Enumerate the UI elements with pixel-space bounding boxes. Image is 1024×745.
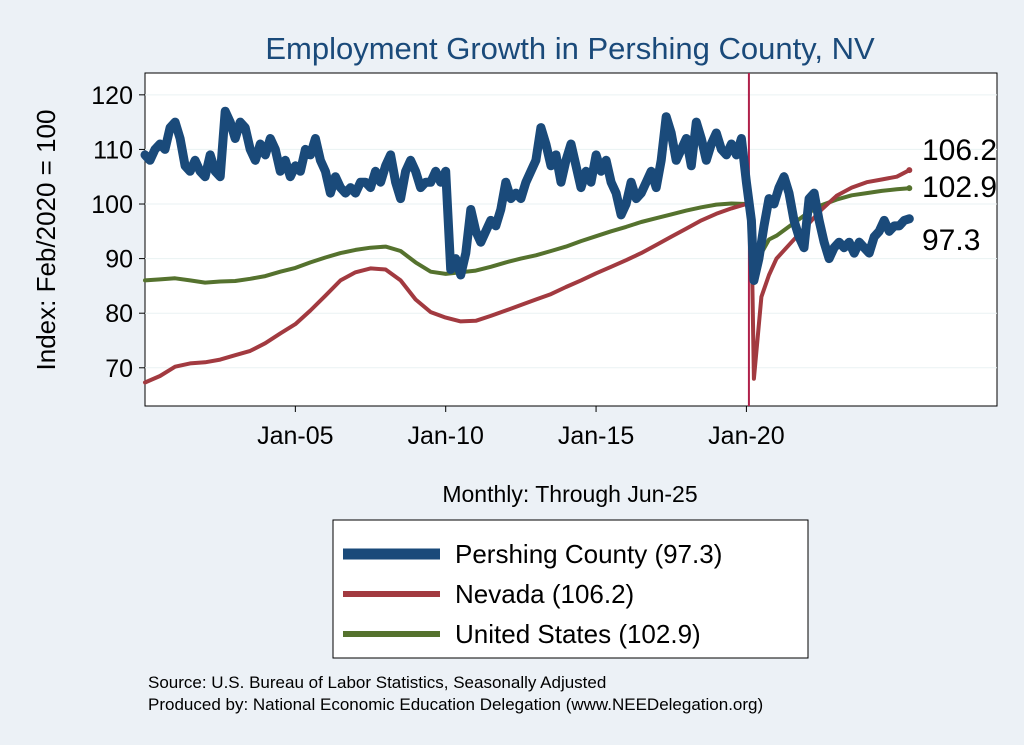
footer-produced: Produced by: National Economic Education… bbox=[148, 695, 763, 714]
x-tick-label: Jan-15 bbox=[558, 422, 634, 450]
footer-source: Source: U.S. Bureau of Labor Statistics,… bbox=[148, 673, 606, 692]
legend: Pershing County (97.3) Nevada (106.2) Unit… bbox=[332, 519, 809, 659]
end-label-0: 97.3 bbox=[922, 224, 980, 257]
x-axis: Jan-05 Jan-10 Jan-15 Jan-20 bbox=[257, 406, 785, 450]
y-tick-label: 90 bbox=[105, 246, 133, 274]
y-axis-label: Index: Feb/2020 = 100 bbox=[31, 110, 61, 371]
x-tick-label: Jan-05 bbox=[257, 422, 333, 450]
x-axis-label: Monthly: Through Jun-25 bbox=[442, 481, 697, 507]
y-tick-label: 100 bbox=[91, 191, 133, 219]
y-tick-label: 110 bbox=[93, 136, 133, 164]
x-tick-label: Jan-20 bbox=[708, 422, 784, 450]
series-line-2 bbox=[143, 186, 912, 286]
end-label-1: 106.2 bbox=[922, 134, 997, 167]
series-endpoint-2 bbox=[906, 185, 913, 192]
series-endpoint-1 bbox=[906, 167, 913, 174]
legend-label-0: Pershing County (97.3) bbox=[455, 539, 722, 569]
legend-label-1: Nevada (106.2) bbox=[455, 579, 634, 609]
x-tick-label: Jan-10 bbox=[407, 422, 483, 450]
series-endpoint-0 bbox=[906, 215, 913, 222]
series-line-1 bbox=[143, 168, 912, 385]
end-labels: 97.3 106.2 102.9 bbox=[906, 134, 997, 257]
y-tick-label: 80 bbox=[105, 300, 133, 328]
plot-area bbox=[144, 72, 998, 407]
chart-title: Employment Growth in Pershing County, NV bbox=[265, 31, 875, 66]
series-line-0 bbox=[140, 106, 914, 285]
y-axis: 70 80 90 100 110 120 bbox=[91, 82, 145, 383]
y-tick-label: 70 bbox=[105, 355, 133, 383]
series-lines bbox=[140, 106, 914, 385]
legend-label-2: United States (102.9) bbox=[455, 619, 701, 649]
y-tick-label: 120 bbox=[91, 82, 133, 110]
end-label-2: 102.9 bbox=[922, 171, 997, 204]
